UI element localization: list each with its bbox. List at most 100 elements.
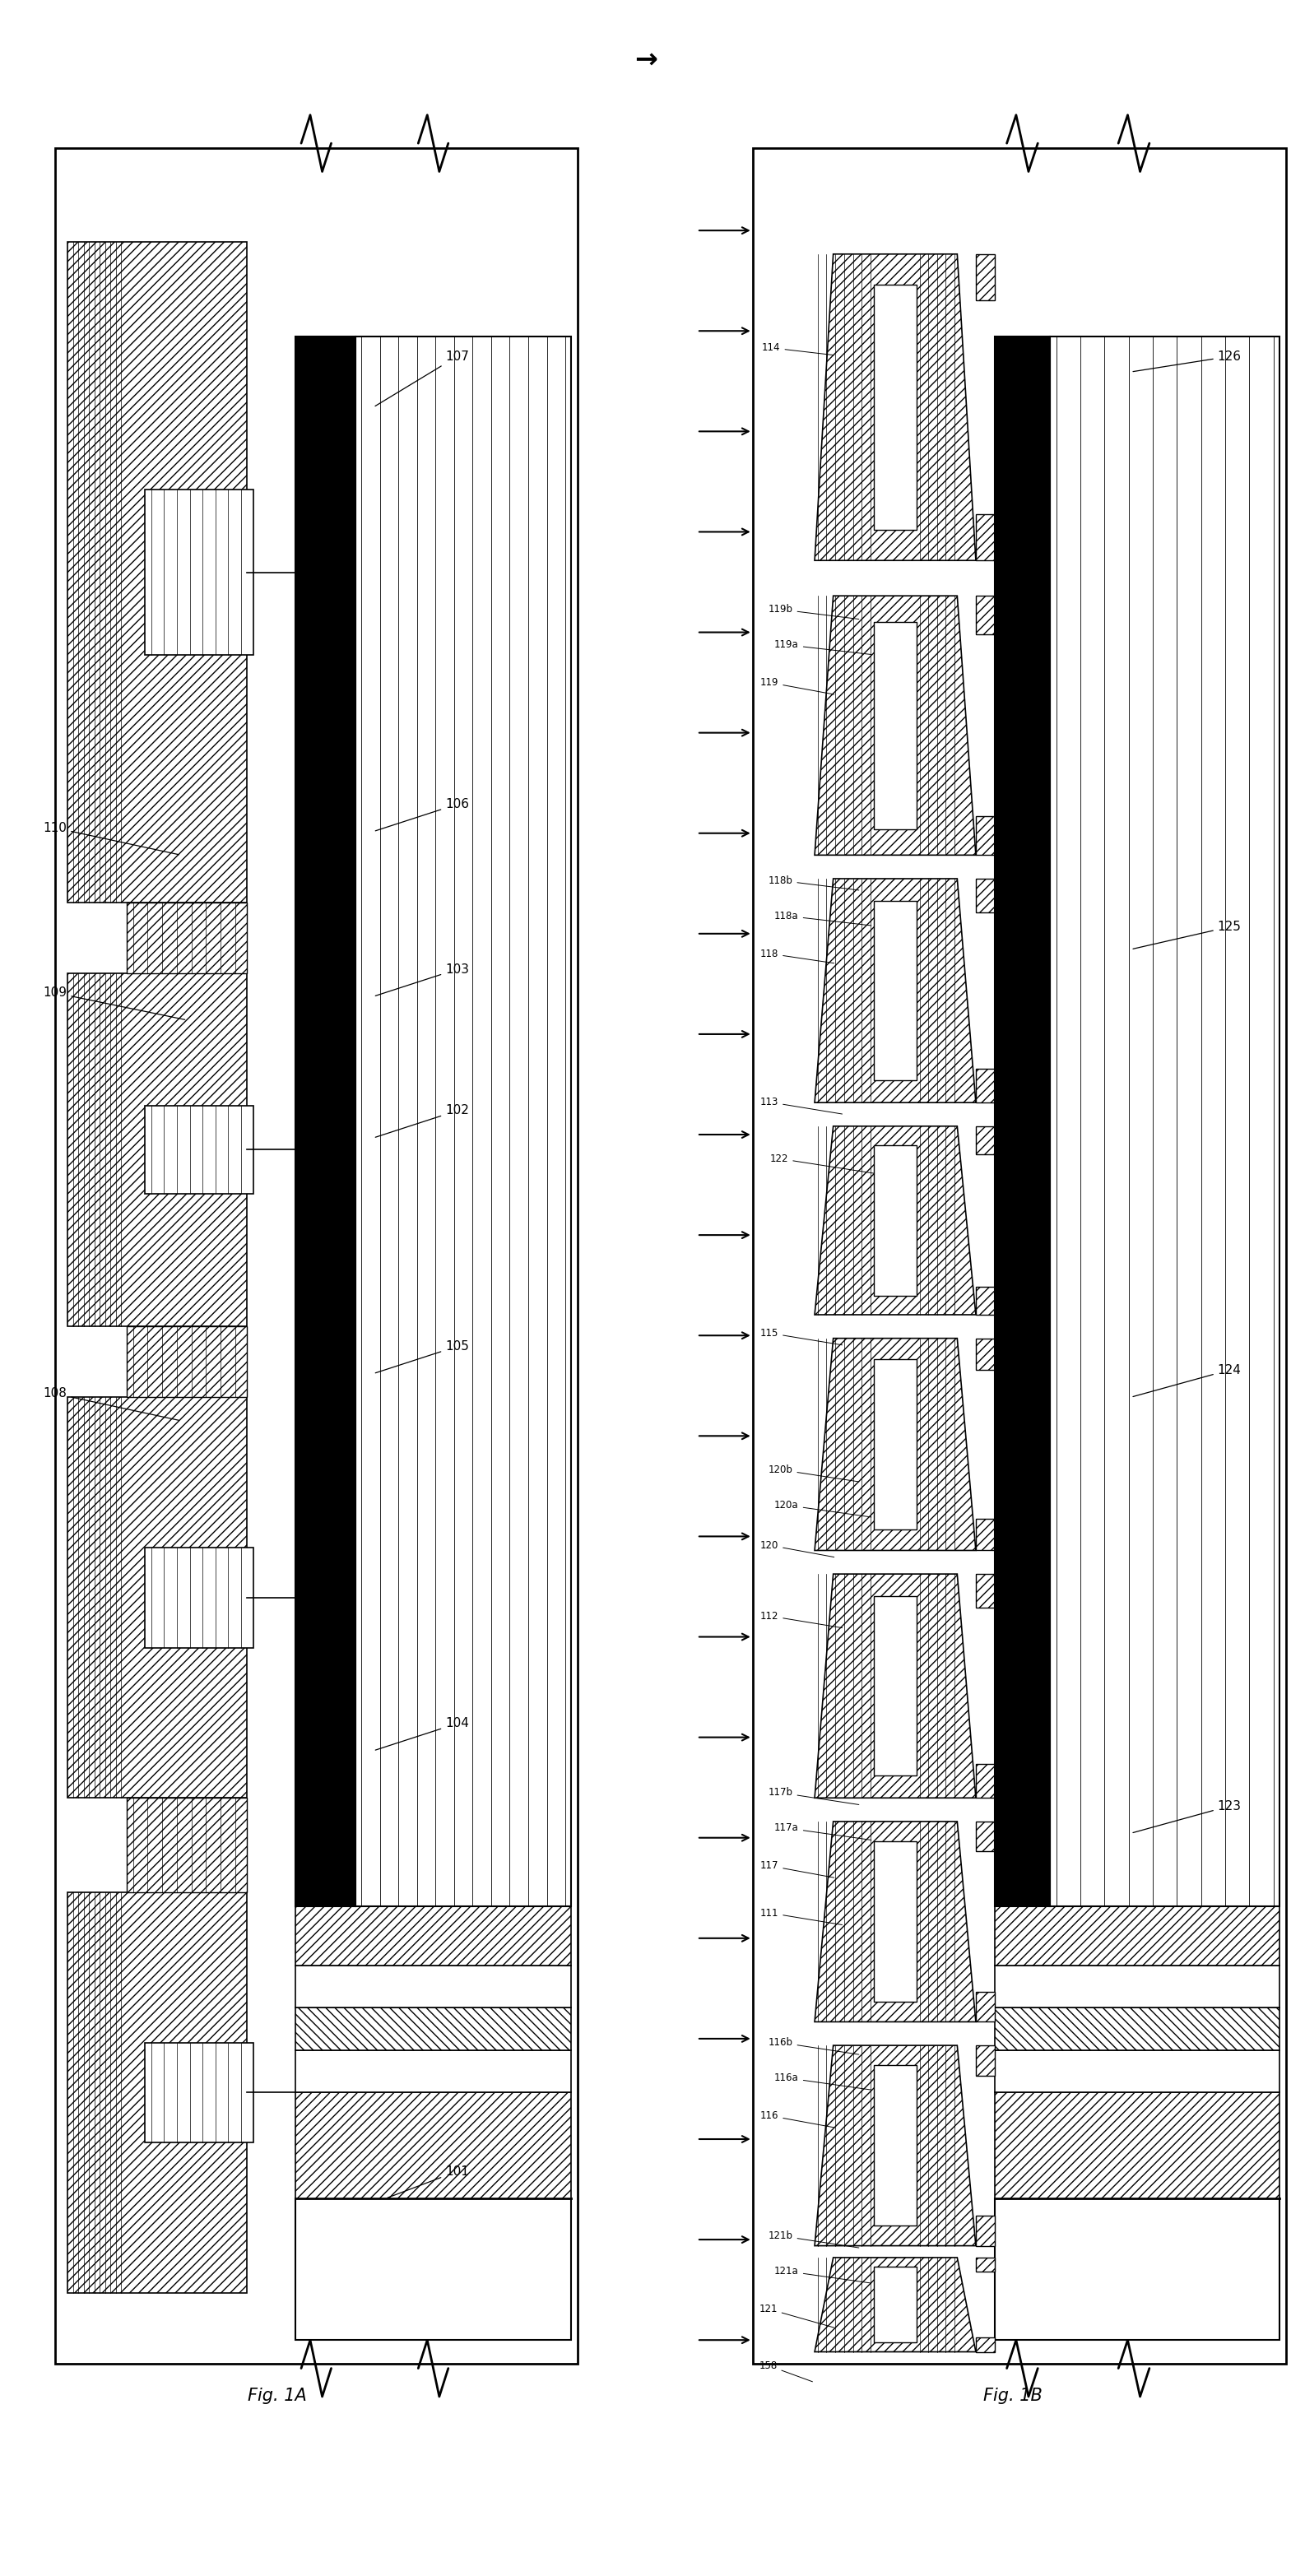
Bar [145, 2043, 253, 2143]
Polygon shape [814, 1126, 976, 1314]
Polygon shape [814, 2045, 976, 2246]
Text: 124: 124 [1133, 1363, 1241, 1396]
Text: 101: 101 [388, 2166, 468, 2197]
Text: 104: 104 [376, 1718, 468, 1749]
Text: 107: 107 [375, 350, 468, 407]
Bar [295, 337, 355, 1906]
Text: 126: 126 [1133, 350, 1241, 371]
Text: 121a: 121a [774, 2267, 872, 2282]
Text: 111: 111 [760, 1909, 842, 1924]
Bar [873, 1597, 917, 1775]
Bar [976, 1126, 994, 1154]
Bar [145, 489, 253, 654]
Text: 121b: 121b [769, 2231, 859, 2249]
Bar [295, 2092, 572, 2197]
Text: 116: 116 [760, 2110, 834, 2128]
Polygon shape [814, 595, 976, 855]
Text: 123: 123 [1133, 1801, 1241, 1832]
Text: 120: 120 [760, 1540, 834, 1556]
Bar [145, 1548, 253, 1649]
Polygon shape [814, 1340, 976, 1551]
Bar [127, 1798, 247, 1893]
Bar [873, 621, 917, 829]
Bar [67, 1396, 247, 1798]
Bar [295, 1906, 572, 1965]
Text: 114: 114 [762, 343, 834, 355]
Text: 115: 115 [760, 1327, 842, 1345]
Bar [994, 2007, 1279, 2050]
Bar [67, 974, 247, 1327]
Text: 125: 125 [1133, 920, 1241, 948]
Text: 109: 109 [43, 987, 185, 1020]
Text: 158: 158 [760, 2360, 813, 2383]
Text: 119b: 119b [769, 605, 859, 618]
Bar [994, 337, 1051, 1906]
Bar [753, 147, 1285, 2365]
Bar [976, 1821, 994, 1852]
Bar [1051, 337, 1279, 1906]
Bar [976, 595, 994, 634]
Bar [976, 1340, 994, 1370]
Bar [976, 1765, 994, 1798]
Bar [994, 2050, 1279, 2092]
Bar [873, 902, 917, 1079]
Text: 122: 122 [770, 1154, 887, 1175]
Bar [55, 147, 577, 2365]
Text: 118a: 118a [774, 909, 872, 925]
Bar [873, 2066, 917, 2226]
Bar [994, 1906, 1279, 1965]
Polygon shape [814, 1821, 976, 2022]
Text: 116a: 116a [774, 2074, 872, 2089]
Text: 117a: 117a [774, 1824, 872, 1839]
Bar [976, 2257, 994, 2272]
Text: 120b: 120b [769, 1463, 859, 1481]
Bar [976, 1069, 994, 1103]
Text: 106: 106 [376, 799, 468, 832]
Bar [994, 2092, 1279, 2197]
Bar [127, 902, 247, 974]
Bar [355, 337, 572, 1906]
Text: 117: 117 [760, 1860, 834, 1878]
Text: 118: 118 [760, 948, 834, 963]
Text: Fig. 1A: Fig. 1A [248, 2388, 307, 2403]
Bar [67, 1893, 247, 2293]
Text: 116b: 116b [769, 2038, 859, 2056]
Text: 110: 110 [43, 822, 179, 855]
Text: 118b: 118b [769, 876, 859, 891]
Text: 113: 113 [760, 1097, 842, 1113]
Text: 119: 119 [760, 677, 834, 696]
Bar [145, 1105, 253, 1193]
Polygon shape [814, 255, 976, 562]
Bar [873, 286, 917, 531]
Bar [976, 817, 994, 855]
Bar [873, 1360, 917, 1530]
Bar [976, 2045, 994, 2076]
Text: 119a: 119a [774, 639, 872, 654]
Bar [127, 1327, 247, 1396]
Bar [976, 1285, 994, 1314]
Bar [994, 1965, 1279, 2007]
Text: →: → [634, 46, 658, 72]
Text: 105: 105 [376, 1340, 468, 1373]
Text: Fig. 1B: Fig. 1B [984, 2388, 1043, 2403]
Bar [67, 242, 247, 902]
Bar [976, 255, 994, 299]
Bar [873, 1842, 917, 2002]
Bar [295, 2007, 572, 2050]
Polygon shape [814, 2257, 976, 2352]
Bar [976, 2215, 994, 2246]
Polygon shape [814, 878, 976, 1103]
Bar [976, 878, 994, 912]
Text: 121: 121 [760, 2303, 834, 2329]
Polygon shape [814, 1574, 976, 1798]
Bar [873, 1144, 917, 1296]
Bar [295, 2050, 572, 2092]
Text: 108: 108 [43, 1388, 179, 1419]
Bar [994, 2197, 1279, 2339]
Bar [976, 2336, 994, 2352]
Text: 102: 102 [376, 1105, 468, 1136]
Bar [295, 1965, 572, 2007]
Bar [976, 1991, 994, 2022]
Bar [295, 2197, 572, 2339]
Bar [873, 2267, 917, 2342]
